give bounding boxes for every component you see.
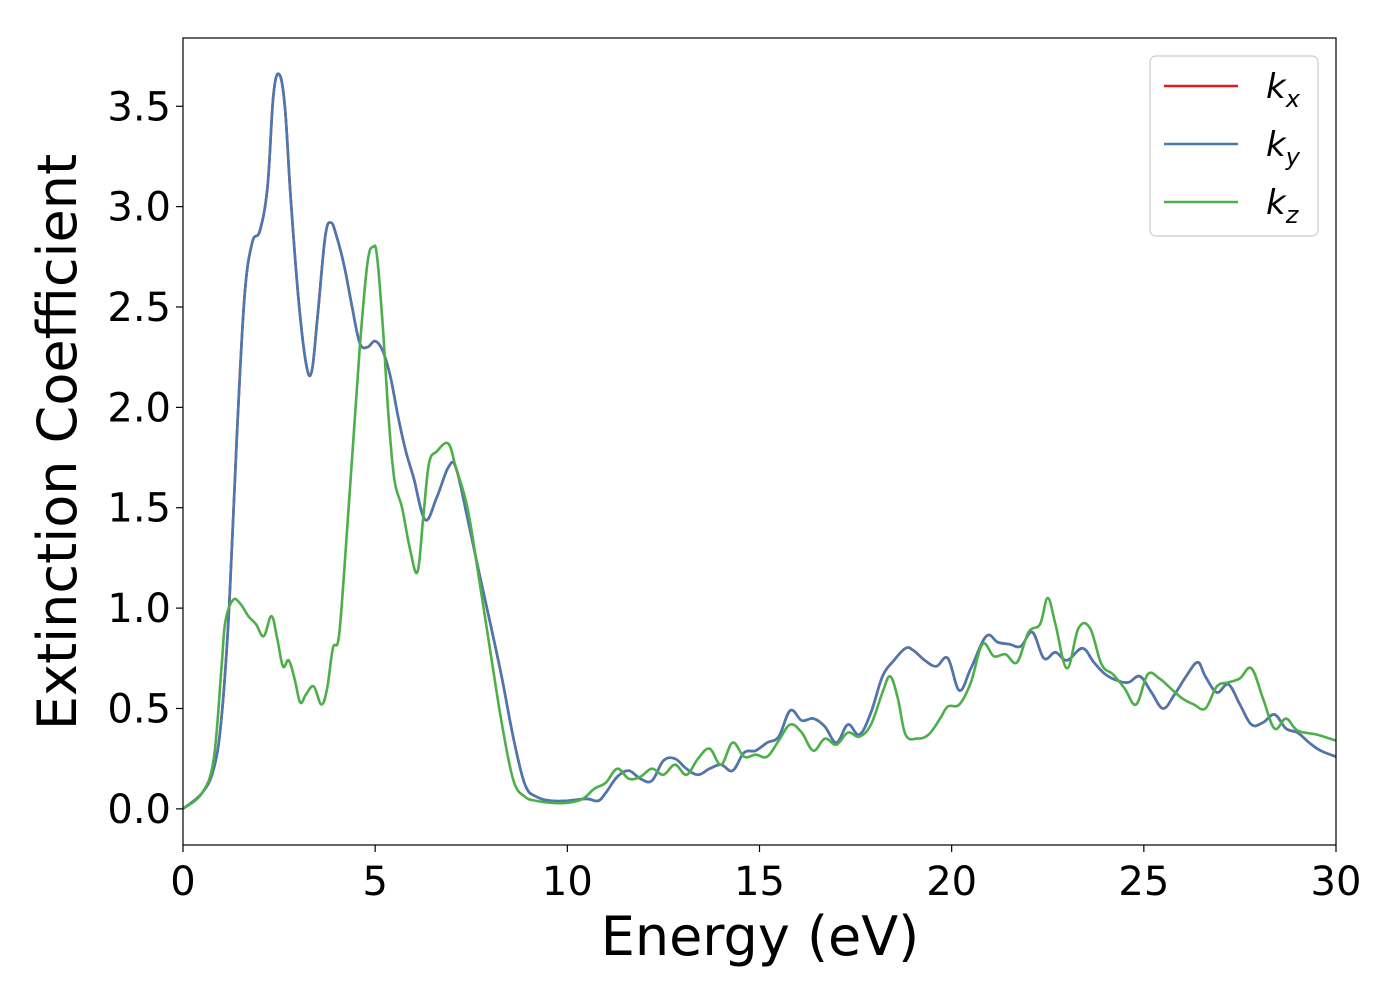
y-tick-label: 2.5 [107, 285, 171, 331]
x-tick-label: 20 [926, 859, 977, 905]
y-axis-title: Extinction Coefficient [26, 154, 89, 730]
y-tick-label: 3.0 [107, 185, 171, 231]
plot-background [183, 38, 1336, 845]
y-tick-label: 0.0 [107, 787, 171, 833]
axes-layer: 0 5 10 15 20 25 30 0.0 0.5 1.0 1.5 2.0 2.5 3.0 3.5 [107, 37, 1362, 905]
x-tick-label: 5 [362, 859, 387, 905]
legend-label-k-y: ky [1266, 125, 1301, 171]
x-axis-title: Energy (eV) [601, 905, 920, 968]
legend-label-k-z: kz [1266, 183, 1300, 229]
x-tick-label: 15 [734, 859, 785, 905]
legend-box [1149, 55, 1319, 237]
y-tick-label: 0.5 [107, 686, 171, 732]
x-tick-label: 25 [1118, 859, 1169, 905]
y-tick-label: 1.0 [107, 586, 171, 632]
y-tick-label: 1.5 [107, 486, 171, 532]
series-line-k-z [183, 244, 1336, 811]
x-tick-label: 10 [542, 859, 593, 905]
x-tick-label: 0 [170, 859, 195, 905]
legend-label-k-x: kx [1266, 67, 1301, 113]
y-tick-label: 2.0 [107, 385, 171, 431]
x-tick-label: 30 [1311, 859, 1362, 905]
series-layer [183, 72, 1336, 811]
y-tick-label: 3.5 [107, 84, 171, 130]
plot-area [183, 38, 1336, 845]
legend: kx ky kz [1149, 55, 1319, 237]
